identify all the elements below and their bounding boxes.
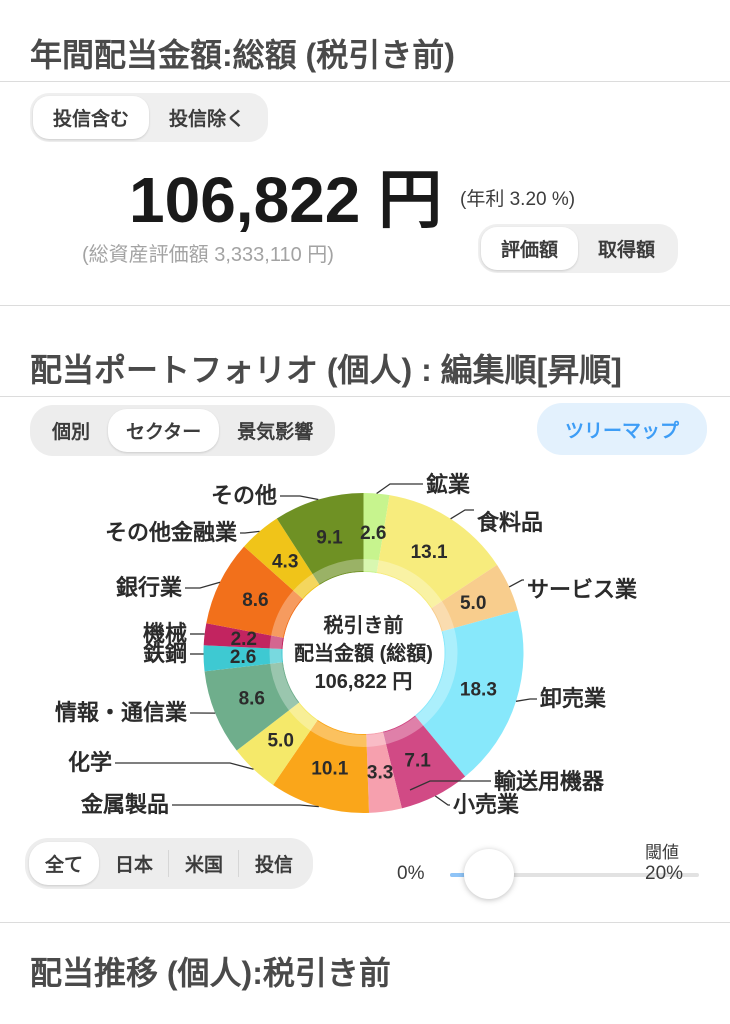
svg-text:9.1: 9.1 [316,527,343,548]
svg-text:5.0: 5.0 [267,731,293,752]
svg-text:2.6: 2.6 [360,523,386,544]
svg-text:その他金融業: その他金融業 [105,520,238,545]
svg-text:その他: その他 [211,483,277,508]
svg-text:機械: 機械 [143,621,187,646]
svg-text:10.1: 10.1 [311,759,348,780]
svg-text:3.3: 3.3 [367,762,393,783]
svg-text:銀行業: 銀行業 [116,575,183,600]
svg-text:7.1: 7.1 [404,751,431,772]
svg-text:卸売業: 卸売業 [540,686,607,711]
svg-text:輸送用機器: 輸送用機器 [494,769,605,794]
svg-text:4.3: 4.3 [272,551,298,572]
svg-text:8.6: 8.6 [242,590,268,611]
svg-text:金属製品: 金属製品 [80,792,169,817]
svg-text:情報・通信業: 情報・通信業 [55,700,188,725]
svg-text:小売業: 小売業 [453,792,520,817]
svg-text:食料品: 食料品 [477,510,543,535]
svg-text:鉱業: 鉱業 [426,472,471,497]
svg-text:13.1: 13.1 [411,542,448,563]
svg-text:サービス業: サービス業 [527,577,638,602]
svg-text:化学: 化学 [68,750,112,775]
